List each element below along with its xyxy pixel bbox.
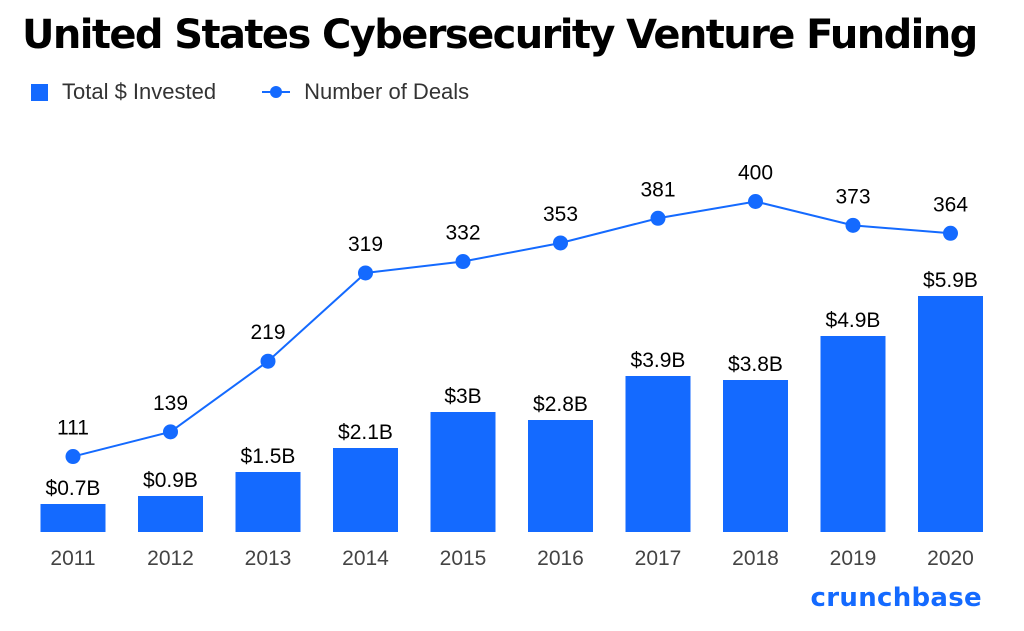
bar-2019 [820, 336, 886, 532]
bar-2015 [430, 412, 496, 532]
deals-label-2020: 364 [933, 193, 968, 216]
bar-label-2017: $3.9B [631, 349, 686, 372]
legend-item-total-invested: Total $ Invested [31, 79, 216, 105]
x-tick-2019: 2019 [830, 547, 877, 570]
bar-label-2011: $0.7B [46, 477, 101, 500]
x-tick-2014: 2014 [342, 547, 389, 570]
bar-2020 [918, 296, 983, 532]
deals-point-2018 [748, 194, 763, 209]
deals-point-2020 [943, 225, 958, 241]
deals-point-2019 [845, 217, 861, 233]
bar-label-2018: $3.8B [728, 353, 783, 376]
deals-label-2018: 400 [738, 162, 773, 185]
x-tick-2012: 2012 [147, 547, 194, 570]
deals-point-2015 [455, 254, 471, 270]
deals-label-2013: 219 [250, 321, 285, 344]
deals-label-2011: 111 [57, 417, 89, 440]
bar-label-2012: $0.9B [143, 469, 198, 492]
bar-label-2015: $3B [444, 385, 481, 408]
deals-point-2012 [163, 424, 178, 440]
x-tick-2017: 2017 [635, 547, 682, 570]
x-tick-2013: 2013 [245, 547, 292, 570]
legend: Total $ Invested Number of Deals [31, 79, 515, 105]
bar-2017 [625, 376, 691, 532]
bar-label-2019: $4.9B [826, 309, 881, 332]
deals-point-2011 [65, 449, 81, 465]
deals-label-2017: 381 [640, 178, 675, 201]
deals-point-2013 [260, 353, 276, 369]
x-tick-2020: 2020 [927, 547, 974, 570]
bar-2018 [723, 380, 788, 532]
crunchbase-logo: crunchbase [810, 583, 982, 613]
bar-2011 [40, 504, 106, 532]
bar-2014 [333, 448, 398, 532]
deals-point-2017 [650, 210, 666, 226]
deals-label-2014: 319 [348, 233, 383, 256]
legend-label-total-invested: Total $ Invested [62, 79, 217, 104]
x-tick-2016: 2016 [537, 547, 584, 570]
deals-label-2015: 332 [445, 222, 480, 245]
bar-2013 [235, 472, 301, 532]
x-tick-2015: 2015 [440, 547, 487, 570]
legend-item-number-of-deals: Number of Deals [262, 79, 469, 105]
legend-line-swatch [262, 83, 291, 101]
bar-label-2013: $1.5B [241, 445, 296, 468]
bar-label-2020: $5.9B [923, 269, 978, 292]
deals-label-2012: 139 [153, 392, 188, 415]
legend-bar-swatch [31, 83, 48, 101]
deals-label-2016: 353 [543, 203, 578, 226]
deals-label-2019: 373 [835, 185, 870, 208]
deals-point-2016 [553, 235, 568, 251]
deals-point-2014 [358, 265, 373, 281]
bar-label-2016: $2.8B [533, 393, 588, 416]
bar-2016 [528, 420, 593, 532]
legend-label-number-of-deals: Number of Deals [304, 79, 470, 104]
x-tick-2018: 2018 [732, 547, 779, 570]
bar-label-2014: $2.1B [338, 421, 393, 444]
x-tick-2011: 2011 [50, 547, 95, 570]
chart-title: United States Cybersecurity Venture Fund… [22, 12, 978, 58]
bar-2012 [138, 496, 203, 532]
deals-line [72, 200, 951, 458]
